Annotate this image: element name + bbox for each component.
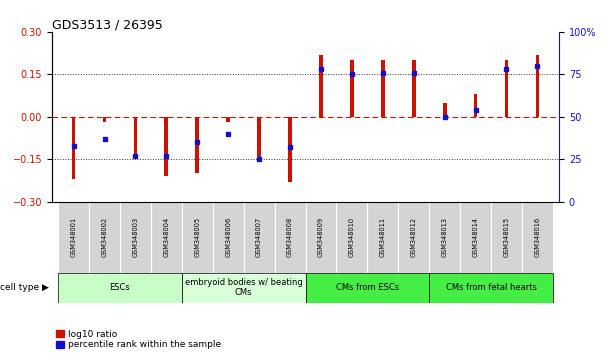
Bar	[151, 202, 182, 273]
Bar	[274, 202, 306, 273]
Text: cell type ▶: cell type ▶	[0, 283, 49, 292]
Bar	[350, 60, 354, 117]
Bar	[120, 202, 151, 273]
Text: ESCs: ESCs	[109, 283, 130, 292]
Legend: log10 ratio, percentile rank within the sample: log10 ratio, percentile rank within the …	[56, 330, 221, 349]
Text: embryoid bodies w/ beating
CMs: embryoid bodies w/ beating CMs	[185, 278, 302, 297]
Bar	[71, 117, 75, 179]
Bar	[319, 55, 323, 117]
Bar	[58, 202, 89, 273]
Bar	[398, 202, 429, 273]
Bar	[196, 117, 199, 173]
Bar	[164, 117, 168, 176]
Text: CMs from fetal hearts: CMs from fetal hearts	[445, 283, 536, 292]
Bar	[257, 117, 261, 162]
Text: GDS3513 / 26395: GDS3513 / 26395	[52, 19, 163, 32]
Text: GSM348005: GSM348005	[194, 217, 200, 257]
Bar	[522, 202, 553, 273]
Bar	[460, 202, 491, 273]
Bar	[474, 94, 477, 117]
Bar	[134, 117, 137, 154]
Text: GSM348014: GSM348014	[472, 217, 478, 257]
Bar	[337, 202, 367, 273]
Text: GSM348009: GSM348009	[318, 217, 324, 257]
Bar	[306, 202, 337, 273]
Bar	[381, 60, 385, 117]
Text: GSM348013: GSM348013	[442, 217, 448, 257]
Bar	[429, 273, 553, 303]
Text: GSM348016: GSM348016	[535, 217, 540, 257]
Bar	[536, 55, 540, 117]
Text: GSM348008: GSM348008	[287, 217, 293, 257]
Text: GSM348003: GSM348003	[133, 217, 139, 257]
Bar	[412, 60, 415, 117]
Bar	[213, 202, 244, 273]
Bar	[182, 273, 306, 303]
Bar	[288, 117, 292, 182]
Bar	[367, 202, 398, 273]
Bar	[429, 202, 460, 273]
Bar	[505, 60, 508, 117]
Text: GSM348002: GSM348002	[101, 217, 108, 257]
Bar	[491, 202, 522, 273]
Text: GSM348010: GSM348010	[349, 217, 355, 257]
Text: GSM348004: GSM348004	[163, 217, 169, 257]
Text: GSM348011: GSM348011	[380, 217, 386, 257]
Bar	[58, 273, 182, 303]
Bar	[244, 202, 274, 273]
Text: CMs from ESCs: CMs from ESCs	[336, 283, 399, 292]
Text: GSM348007: GSM348007	[256, 217, 262, 257]
Bar	[103, 117, 106, 122]
Bar	[306, 273, 429, 303]
Bar	[89, 202, 120, 273]
Text: GSM348015: GSM348015	[503, 217, 510, 257]
Bar	[226, 117, 230, 122]
Bar	[182, 202, 213, 273]
Bar	[443, 103, 447, 117]
Text: GSM348001: GSM348001	[71, 217, 76, 257]
Text: GSM348012: GSM348012	[411, 217, 417, 257]
Text: GSM348006: GSM348006	[225, 217, 231, 257]
